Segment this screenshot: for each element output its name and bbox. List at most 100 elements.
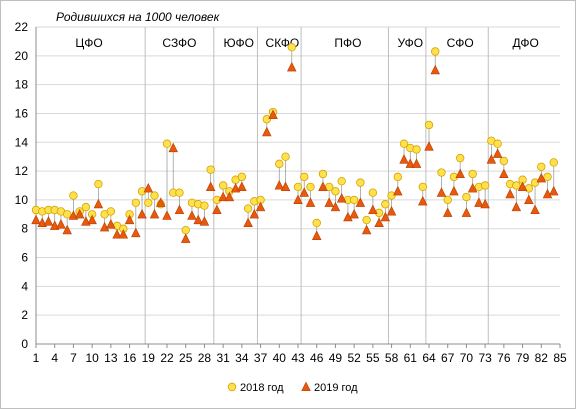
y-tick-label: 14 [15,135,29,149]
point-2019 [542,188,553,199]
point-2019 [536,172,547,183]
y-tick-label: 8 [21,222,28,236]
y-tick-label: 4 [21,279,28,293]
x-tick-label: 37 [254,351,268,365]
point-2018 [493,139,502,148]
region-label: УФО [397,36,423,50]
series-2018 [31,42,558,235]
point-2019 [343,211,353,222]
chart-title: Родившихся на 1000 человек [56,10,221,24]
point-2019 [180,233,191,243]
y-tick-label: 16 [15,106,29,120]
point-2018 [499,156,509,166]
point-2018 [393,172,403,182]
legend: 2018 год 2019 год [227,381,358,394]
region-label: ДФО [513,36,539,50]
y-tick-label: 18 [15,78,29,92]
point-2019 [418,195,428,206]
x-tick-label: 79 [516,351,530,365]
point-2019 [405,158,416,168]
x-tick-label: 4 [51,351,58,365]
point-2018 [537,162,546,171]
point-2018 [306,182,315,192]
point-2018 [131,198,141,207]
x-tick-label: 67 [441,351,455,365]
region-label: ЦФО [75,36,102,50]
y-tick-label: 22 [15,20,29,34]
point-2019 [118,229,129,239]
point-2019 [131,227,141,238]
series-2019 [31,61,559,243]
point-2019 [393,185,403,196]
point-2019 [368,204,378,215]
point-2018 [69,191,78,200]
point-2018 [237,172,247,182]
point-2019 [449,185,459,196]
point-2019 [224,191,235,202]
point-2018 [524,184,534,193]
point-2018 [318,169,328,179]
point-2019 [168,142,178,153]
point-2018 [455,153,465,163]
point-2018 [206,165,215,174]
x-tick-label: 7 [70,351,77,365]
point-2019 [318,181,328,191]
x-tick-label: 25 [179,351,193,365]
point-2018 [437,168,446,177]
point-2019 [336,193,347,203]
x-tick-label: 58 [385,351,399,365]
point-2019 [324,197,334,207]
y-tick-labels: 0 2 4 6 8 10 12 14 16 18 20 22 [15,20,29,351]
point-2018 [431,47,440,56]
point-2018 [549,158,558,167]
point-2018 [81,202,91,212]
legend-marker-2019 [301,381,311,392]
point-2018 [443,195,452,205]
x-tick-label: 55 [366,351,380,365]
x-tick-label: 64 [422,351,436,365]
point-2018 [144,198,153,207]
point-2018 [381,200,390,209]
point-2018 [106,207,116,216]
point-2019 [212,204,222,215]
point-2019 [199,216,210,226]
point-2019 [311,230,322,240]
point-2018 [293,182,303,192]
legend-label: 2018 год [240,382,284,394]
region-label: ЮФО [223,36,254,50]
point-2019 [255,201,266,212]
point-2019 [499,168,509,179]
x-tick-label: 43 [291,351,305,365]
point-2019 [143,182,154,193]
x-tick-label: 52 [347,351,361,365]
point-2018 [300,172,309,182]
region-label: СФО [447,36,474,50]
point-2018 [362,215,371,225]
x-tick-label: 76 [497,351,511,365]
point-2018 [287,42,296,52]
x-tick-labels: 1 4 7 10 13 16 19 22 25 28 31 34 37 40 43 46 49 52 55 58 61 6… [33,344,567,365]
point-2019 [237,181,247,191]
x-tick-label: 85 [553,351,567,365]
point-2018 [462,192,471,202]
point-2018 [275,159,284,169]
point-2019 [380,211,391,222]
point-2019 [249,208,260,219]
x-tick-label: 1 [33,351,40,365]
point-2019 [549,185,559,196]
point-2019 [174,204,185,215]
point-2019 [486,154,497,164]
point-2019 [106,218,116,229]
point-2019 [93,198,104,209]
point-2018 [418,182,427,192]
point-2019 [137,208,147,219]
point-2019 [517,181,528,191]
point-2019 [124,214,135,225]
point-2019 [467,182,478,193]
region-label: ПФО [334,36,361,50]
y-tick-label: 20 [15,49,29,63]
point-2018 [543,172,552,182]
point-2019 [62,224,72,235]
y-tick-label: 2 [21,308,28,322]
x-tick-label: 73 [478,351,492,365]
